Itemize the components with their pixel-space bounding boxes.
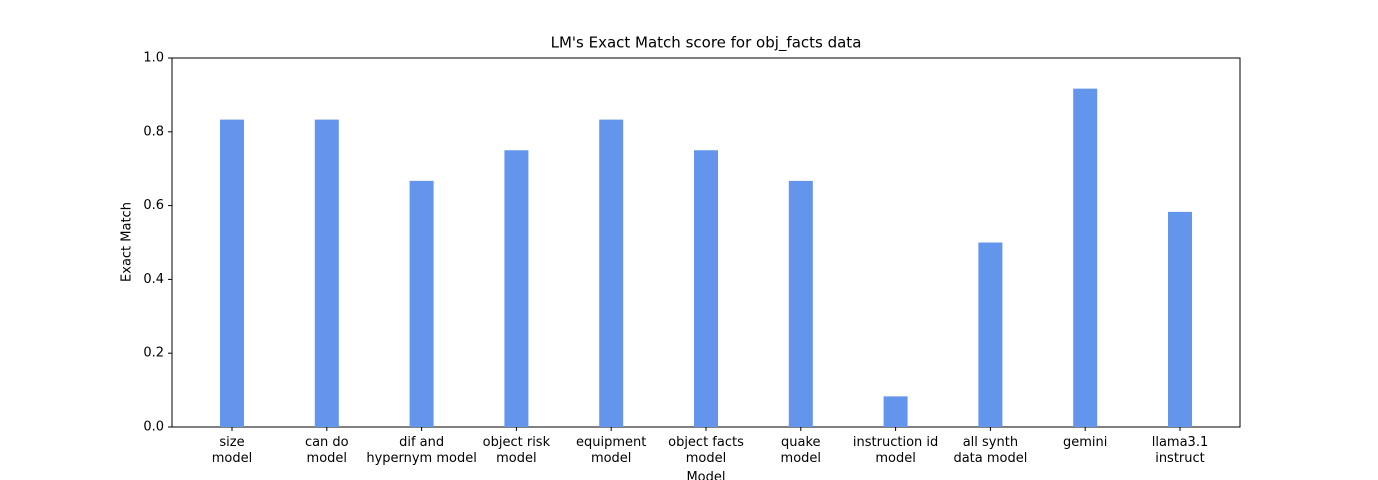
- bar: [314, 119, 339, 428]
- x-tick-label: size model: [211, 435, 253, 466]
- y-tick-label: 0.4: [143, 272, 164, 287]
- bar: [504, 150, 529, 427]
- bar: [883, 396, 908, 427]
- bar: [978, 242, 1003, 427]
- x-tick-label: instruction id model: [852, 435, 939, 466]
- y-tick-label: 0.6: [143, 198, 164, 213]
- y-tick-label: 0.2: [143, 346, 164, 361]
- x-tick-label: object risk model: [482, 435, 551, 466]
- bar: [694, 150, 718, 427]
- bar: [599, 119, 624, 428]
- x-tick-label: dif and hypernym model: [366, 435, 477, 466]
- bar: [788, 180, 813, 427]
- x-tick-label: can do model: [304, 435, 349, 466]
- y-tick-label: 0.0: [143, 420, 164, 435]
- bar: [220, 119, 245, 428]
- bar: [409, 180, 434, 427]
- x-tick-label: all synth data model: [953, 435, 1028, 466]
- x-tick-label: equipment model: [576, 435, 647, 466]
- x-tick-label: gemini: [1062, 435, 1108, 450]
- bar: [1167, 211, 1192, 427]
- bar: [1073, 88, 1098, 427]
- x-tick-label: object facts model: [668, 435, 744, 466]
- x-tick-label: llama3.1 instruct: [1151, 435, 1209, 466]
- y-tick-label: 1.0: [143, 51, 164, 66]
- x-tick-label: quake model: [780, 435, 822, 466]
- y-tick-label: 0.8: [143, 124, 164, 139]
- y-axis-label: Exact Match: [120, 202, 135, 282]
- chart-title: LM's Exact Match score for obj_facts dat…: [551, 34, 862, 53]
- x-axis-label: Model: [686, 470, 726, 480]
